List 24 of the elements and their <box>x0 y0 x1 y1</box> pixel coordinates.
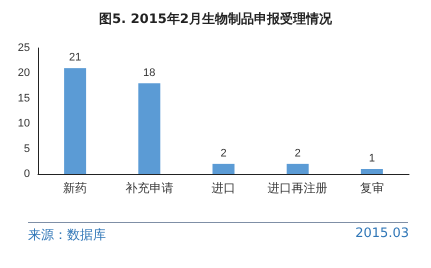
y-tick-label: 25 <box>18 42 30 54</box>
data-label: 2 <box>220 147 227 160</box>
x-tick-label: 补充申请 <box>125 181 174 195</box>
data-label: 2 <box>294 147 301 160</box>
data-label: 18 <box>143 66 156 79</box>
bar <box>212 164 234 174</box>
x-tick-label: 进口 <box>212 181 236 195</box>
x-tick-label: 进口再注册 <box>268 181 328 195</box>
y-tick-label: 15 <box>18 92 30 104</box>
x-tick-label: 复审 <box>360 181 384 195</box>
y-tick-label: 0 <box>24 168 30 180</box>
y-tick-label: 10 <box>18 118 30 130</box>
chart-title: 图5. 2015年2月生物制品申报受理情况 <box>98 10 333 28</box>
y-tick-label: 20 <box>18 67 30 80</box>
text: 2015.03 <box>355 226 409 241</box>
data-label: 21 <box>68 52 82 64</box>
x-tick-label: 新药 <box>63 181 88 195</box>
bar <box>286 164 309 174</box>
bar <box>360 168 383 174</box>
bar <box>64 68 86 174</box>
data-label: 1 <box>368 152 375 164</box>
source-note: 来源：数据库 <box>28 227 106 244</box>
y-tick-label: 5 <box>24 142 30 155</box>
bar <box>138 83 160 174</box>
